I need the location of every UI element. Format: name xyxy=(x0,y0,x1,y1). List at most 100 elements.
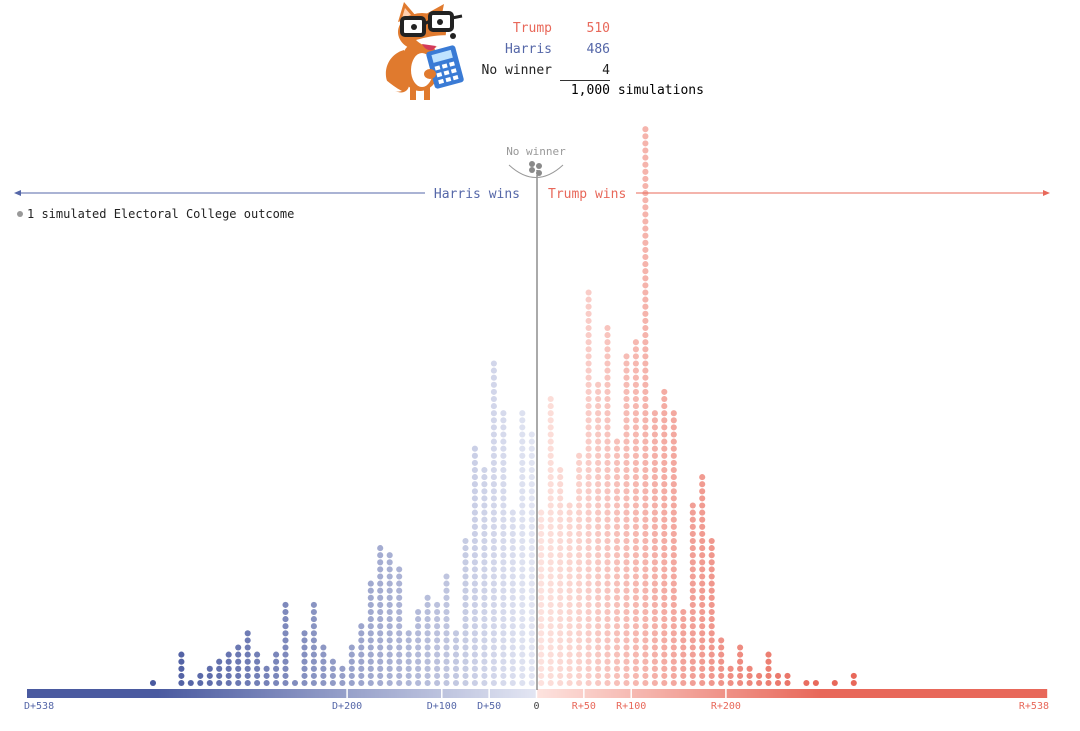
axis-bar-segment xyxy=(307,689,310,698)
simulation-dot xyxy=(519,587,526,594)
simulation-dot xyxy=(632,651,639,658)
simulation-dot xyxy=(670,587,677,594)
simulation-dot xyxy=(443,672,450,679)
simulation-dot xyxy=(377,658,384,665)
axis-bar-segment xyxy=(513,689,516,698)
simulation-dot xyxy=(519,644,526,651)
legend-label: 1 simulated Electoral College outcome xyxy=(27,207,294,221)
simulation-dot xyxy=(689,559,696,566)
simulation-dot xyxy=(244,630,251,637)
simulation-dot xyxy=(623,523,630,530)
simulation-dot xyxy=(462,658,469,665)
axis-bar-segment xyxy=(751,689,754,698)
simulation-dot xyxy=(206,665,213,672)
axis-bar-segment xyxy=(113,689,116,698)
simulation-dot xyxy=(519,481,526,488)
axis-bar-segment xyxy=(143,689,146,698)
simulation-dot xyxy=(689,566,696,573)
axis-bar-segment xyxy=(293,689,296,698)
simulation-dot xyxy=(481,665,488,672)
simulation-dot xyxy=(519,601,526,608)
axis-bar-segment xyxy=(563,689,566,698)
simulation-dot xyxy=(670,495,677,502)
simulation-dot xyxy=(699,502,706,509)
simulation-dot xyxy=(566,672,573,679)
simulation-dot xyxy=(528,658,535,665)
axis-bar-segment xyxy=(85,689,88,698)
simulation-dot xyxy=(566,623,573,630)
simulation-dot xyxy=(490,438,497,445)
simulation-dot xyxy=(367,623,374,630)
simulation-dot xyxy=(471,616,478,623)
axis-bar-segment xyxy=(301,689,304,698)
simulation-dot xyxy=(727,665,734,672)
simulation-dot xyxy=(490,374,497,381)
simulation-dot xyxy=(765,672,772,679)
simulation-dot xyxy=(528,466,535,474)
axis-bar-segment xyxy=(833,689,836,698)
axis-bar-segment xyxy=(863,689,866,698)
axis-bar-segment xyxy=(345,689,348,698)
simulation-dot xyxy=(490,516,497,523)
simulation-dot xyxy=(358,672,365,679)
axis-bar-segment xyxy=(479,689,482,698)
simulation-dot xyxy=(632,523,639,530)
simulation-dot xyxy=(490,395,497,403)
axis-bar-segment xyxy=(1037,689,1040,698)
simulation-dot xyxy=(604,459,611,466)
simulation-dot xyxy=(490,580,497,587)
simulation-dot xyxy=(632,559,639,566)
simulation-dot xyxy=(434,672,441,679)
simulation-dot xyxy=(585,488,592,495)
simulation-dot xyxy=(689,509,696,516)
simulation-dot xyxy=(538,530,545,537)
simulation-dot xyxy=(632,445,639,452)
simulation-dot xyxy=(490,488,497,495)
simulation-dot xyxy=(500,545,507,552)
simulation-dot xyxy=(613,608,621,616)
axis-bar-segment xyxy=(589,689,592,698)
axis-bar-segment xyxy=(389,689,392,698)
simulation-dot xyxy=(310,630,317,637)
simulation-dot xyxy=(661,658,668,665)
simulation-dot xyxy=(490,445,497,452)
simulation-dot xyxy=(509,552,516,559)
simulation-dot xyxy=(538,601,545,608)
simulation-dot xyxy=(415,644,422,651)
simulation-dot xyxy=(500,587,507,594)
axis-bar-segment xyxy=(297,689,300,698)
simulation-dot xyxy=(339,665,346,672)
simulation-dot xyxy=(415,623,422,630)
simulation-dot xyxy=(585,481,592,488)
simulation-dot xyxy=(604,474,611,481)
axis-bar-segment xyxy=(571,689,574,698)
axis-bar-segment xyxy=(281,689,284,698)
axis-bar-segment xyxy=(231,689,234,698)
axis-bar-segment xyxy=(903,689,906,698)
simulation-dot xyxy=(604,424,611,431)
simulation-dot xyxy=(547,623,554,630)
simulation-dot xyxy=(661,552,668,559)
simulation-dot xyxy=(528,552,535,559)
simulation-dot xyxy=(708,637,715,644)
simulation-dot xyxy=(481,530,488,537)
simulation-dot xyxy=(642,573,649,580)
simulation-dot xyxy=(784,672,791,679)
simulation-dot xyxy=(632,417,639,424)
simulation-dot xyxy=(595,488,602,495)
simulation-dot xyxy=(708,665,715,672)
simulation-dot xyxy=(490,566,497,573)
simulation-dot xyxy=(613,495,621,502)
simulation-dot xyxy=(670,594,677,601)
simulation-dot xyxy=(462,545,469,552)
no-winner-dot xyxy=(536,170,542,176)
simulation-dot xyxy=(661,623,668,630)
axis-bar-segment xyxy=(503,689,506,698)
simulation-dot xyxy=(216,658,223,665)
simulation-dot xyxy=(595,388,602,395)
axis-bar-segment xyxy=(933,689,936,698)
simulation-dot xyxy=(149,679,157,687)
simulation-dot xyxy=(434,608,441,616)
simulation-dot xyxy=(604,466,611,474)
simulation-dot xyxy=(557,488,564,495)
